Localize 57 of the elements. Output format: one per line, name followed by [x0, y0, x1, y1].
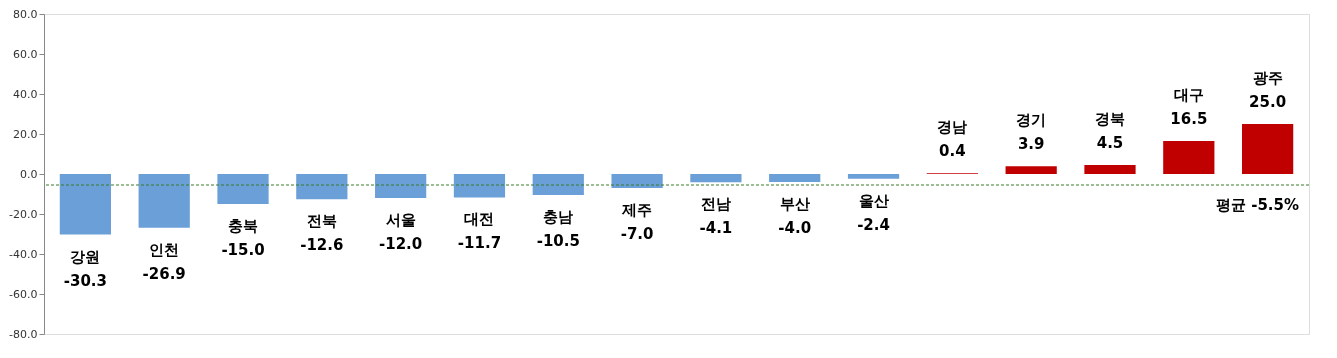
y-tick-label: 80.0 [13, 7, 38, 21]
data-label: -10.5 [536, 232, 580, 250]
x-tick-label: 대전 [464, 210, 495, 229]
x-tick-label: 충북 [228, 217, 259, 235]
data-label: 0.4 [939, 142, 966, 161]
x-tick-label: 강원 [70, 247, 101, 266]
ref-line-label: 평균 -5.5% [1215, 196, 1299, 214]
data-label: -26.9 [142, 264, 186, 283]
data-label: -7.0 [620, 225, 654, 243]
x-tick-label: 경남 [937, 118, 968, 137]
data-label: -4.0 [778, 219, 812, 237]
x-tick-label: 광주 [1252, 69, 1283, 87]
bar [1084, 165, 1136, 174]
bar [532, 174, 584, 195]
x-tick-label: 울산 [858, 191, 889, 210]
x-tick-label: 인천 [149, 240, 180, 259]
x-tick-label: 대구 [1173, 86, 1204, 104]
x-tick-label: 경기 [1016, 111, 1047, 130]
x-tick-label: 경북 [1094, 110, 1125, 128]
data-label: -30.3 [63, 271, 107, 290]
x-tick-label: 충남 [543, 208, 574, 226]
bar [847, 174, 900, 179]
data-label: 3.9 [1017, 135, 1045, 154]
bar [296, 174, 348, 200]
y-tick-label: 0.0 [20, 167, 38, 181]
x-tick-label: 전북 [306, 212, 337, 231]
data-label: -11.7 [457, 234, 502, 253]
bar [611, 174, 663, 188]
x-tick-label: 전남 [700, 195, 731, 214]
x-tick-label: 제주 [621, 201, 653, 219]
data-label: -2.4 [857, 215, 890, 234]
bar [375, 174, 427, 198]
bar [1163, 141, 1215, 174]
bar [1242, 124, 1294, 174]
bar [1005, 166, 1057, 174]
y-tick-label: 60.0 [13, 47, 38, 61]
data-label: -12.6 [300, 236, 344, 255]
y-tick-label: -20.0 [9, 207, 38, 221]
data-label: -15.0 [221, 241, 265, 259]
bar [217, 174, 269, 204]
bar [138, 174, 190, 228]
y-tick-label: 20.0 [13, 127, 38, 141]
data-label: 4.5 [1096, 134, 1124, 152]
data-label: -4.1 [699, 219, 733, 238]
data-label: 25.0 [1249, 93, 1287, 111]
bar [453, 174, 506, 198]
x-tick-label: 부산 [779, 195, 810, 213]
bar [59, 174, 111, 235]
y-tick-label: -80.0 [9, 327, 38, 341]
x-tick-label: 서울 [385, 211, 416, 229]
y-tick-label: -40.0 [9, 247, 38, 261]
data-label: -12.0 [379, 235, 423, 253]
bar [769, 174, 821, 182]
bar [690, 174, 742, 183]
y-tick-label: 40.0 [13, 87, 38, 101]
data-label: 16.5 [1170, 110, 1208, 128]
y-tick-label: -60.0 [9, 287, 38, 301]
